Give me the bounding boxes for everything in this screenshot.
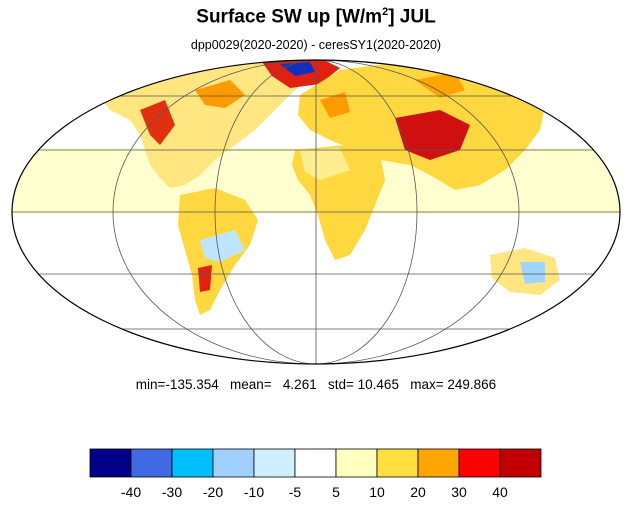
map-border [11,59,621,365]
colorbar-swatch [89,448,132,478]
stats-line: min=-135.354 mean= 4.261 std= 10.465 max… [135,377,497,392]
title-main: Surface SW up [W/m [196,6,383,28]
colorbar-swatch [171,448,214,478]
plot-title: Surface SW up [W/m2] JUL [0,6,632,28]
colorbar-swatch [253,448,296,478]
colorbar-tick-label: -40 [121,484,141,500]
colorbar-swatch [376,448,419,478]
colorbar-swatch [130,448,173,478]
colorbar-tick-label: 40 [492,484,508,500]
plot-subtitle: dpp0029(2020-2020) - ceresSY1(2020-2020) [190,38,442,52]
title-suffix: ] JUL [388,6,436,28]
colorbar-tick-label: -30 [162,484,182,500]
colorbar-swatch [335,448,378,478]
colorbar-tick-label: 30 [451,484,467,500]
title-superscript: 2 [382,6,389,18]
colorbar-tick-label: -20 [203,484,223,500]
map-fill [12,60,620,364]
colorbar-swatch [458,448,501,478]
colorbar-tick-label: -5 [289,484,302,500]
colorbar-tick-label: 5 [332,484,340,500]
colorbar-tick-label: 10 [369,484,385,500]
antarctica [200,336,440,364]
colorbar-tick-label: -10 [244,484,264,500]
north-america [95,60,300,188]
colorbar-swatch [499,448,542,478]
colorbar-swatch [212,448,255,478]
colorbar-swatch [417,448,460,478]
colorbar-tick-label: 20 [410,484,426,500]
colorbar-swatch [294,448,337,478]
